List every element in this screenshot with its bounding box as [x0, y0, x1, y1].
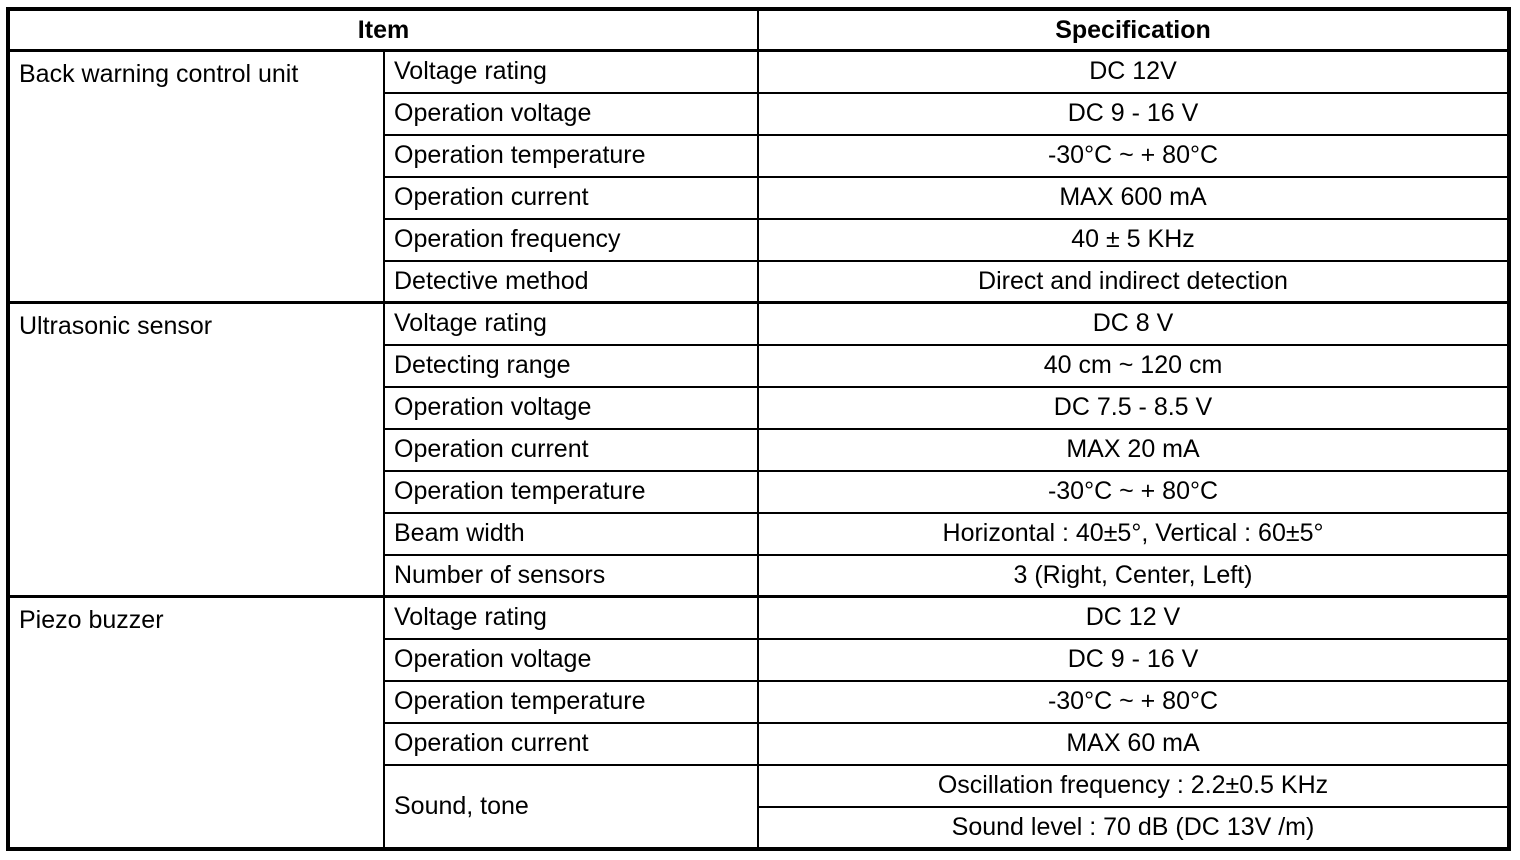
- spec-cell: MAX 600 mA: [757, 175, 1510, 220]
- spec-cell: Oscillation frequency : 2.2±0.5 KHz: [757, 763, 1510, 808]
- item-cell: Operation voltage: [383, 91, 759, 136]
- column-header-item: Item: [7, 8, 759, 52]
- item-cell: Operation temperature: [383, 679, 759, 724]
- table-row: Back warning control unit Voltage rating…: [7, 49, 1510, 304]
- spec-cell: DC 12 V: [757, 595, 1510, 640]
- spec-cell: 40 cm ~ 120 cm: [757, 343, 1510, 388]
- table-row: Operation current MAX 60 mA: [8, 721, 1510, 766]
- item-cell: Voltage rating: [383, 595, 759, 640]
- spec-cell: MAX 20 mA: [757, 427, 1510, 472]
- table-header-row: Item Specification: [7, 8, 1510, 52]
- spec-cell: Direct and indirect detection: [757, 259, 1510, 304]
- item-cell: Operation current: [383, 721, 759, 766]
- table-row: Number of sensors 3 (Right, Center, Left…: [8, 553, 1510, 598]
- item-cell: Operation current: [383, 427, 759, 472]
- table-row: Operation current MAX 600 mA: [8, 175, 1510, 220]
- table-row: Operation temperature -30°C ~ + 80°C: [8, 469, 1510, 514]
- spec-cell: Horizontal : 40±5°, Vertical : 60±5°: [757, 511, 1510, 556]
- table-row: Operation temperature -30°C ~ + 80°C: [8, 133, 1510, 178]
- spec-cell: 3 (Right, Center, Left): [757, 553, 1510, 598]
- table-row: Detecting range 40 cm ~ 120 cm: [8, 343, 1510, 388]
- spec-cell: -30°C ~ + 80°C: [757, 469, 1510, 514]
- spec-cell: MAX 60 mA: [757, 721, 1510, 766]
- group-cell-piezo-buzzer: Piezo buzzer: [7, 595, 385, 850]
- spec-cell: DC 9 - 16 V: [757, 637, 1510, 682]
- table-row: Operation voltage DC 9 - 16 V: [8, 91, 1510, 136]
- table-row: Operation voltage DC 9 - 16 V: [8, 637, 1510, 682]
- table-row: Operation frequency 40 ± 5 KHz: [8, 217, 1510, 262]
- item-cell: Operation voltage: [383, 385, 759, 430]
- table-row: Ultrasonic sensor Voltage rating DC 8 V: [7, 301, 1510, 598]
- item-cell: Operation temperature: [383, 133, 759, 178]
- item-cell: Number of sensors: [383, 553, 759, 598]
- table-row: Piezo buzzer Voltage rating DC 12 V: [7, 595, 1510, 850]
- item-cell: Voltage rating: [383, 49, 759, 94]
- group-cell-ultrasonic-sensor: Ultrasonic sensor: [7, 301, 385, 598]
- table-row: Beam width Horizontal : 40±5°, Vertical …: [8, 511, 1510, 556]
- spec-cell: -30°C ~ + 80°C: [757, 133, 1510, 178]
- item-cell: Beam width: [383, 511, 759, 556]
- table-row: Sound, tone Oscillation frequency : 2.2±…: [8, 763, 1510, 850]
- item-cell: Operation temperature: [383, 469, 759, 514]
- table-row: Sound level : 70 dB (DC 13V /m): [8, 805, 1510, 850]
- item-cell: Operation current: [383, 175, 759, 220]
- table-row: Operation voltage DC 7.5 - 8.5 V: [8, 385, 1510, 430]
- spec-cell: DC 7.5 - 8.5 V: [757, 385, 1510, 430]
- spec-cell: DC 12V: [757, 49, 1510, 94]
- column-header-specification: Specification: [757, 8, 1510, 52]
- spec-cell: -30°C ~ + 80°C: [757, 679, 1510, 724]
- table-row: Operation temperature -30°C ~ + 80°C: [8, 679, 1510, 724]
- item-cell: Detecting range: [383, 343, 759, 388]
- spec-cell: DC 8 V: [757, 301, 1510, 346]
- item-cell: Voltage rating: [383, 301, 759, 346]
- spec-cell: Sound level : 70 dB (DC 13V /m): [757, 805, 1510, 850]
- item-cell: Operation voltage: [383, 637, 759, 682]
- item-cell-sound-tone: Sound, tone: [383, 763, 759, 850]
- table-row: Detective method Direct and indirect det…: [8, 259, 1510, 304]
- table-row: Operation current MAX 20 mA: [8, 427, 1510, 472]
- item-cell: Operation frequency: [383, 217, 759, 262]
- spec-cell: 40 ± 5 KHz: [757, 217, 1510, 262]
- item-cell: Detective method: [383, 259, 759, 304]
- spec-cell: DC 9 - 16 V: [757, 91, 1510, 136]
- specification-table: Item Specification Back warning control …: [6, 7, 1511, 851]
- group-cell-back-warning-control-unit: Back warning control unit: [7, 49, 385, 304]
